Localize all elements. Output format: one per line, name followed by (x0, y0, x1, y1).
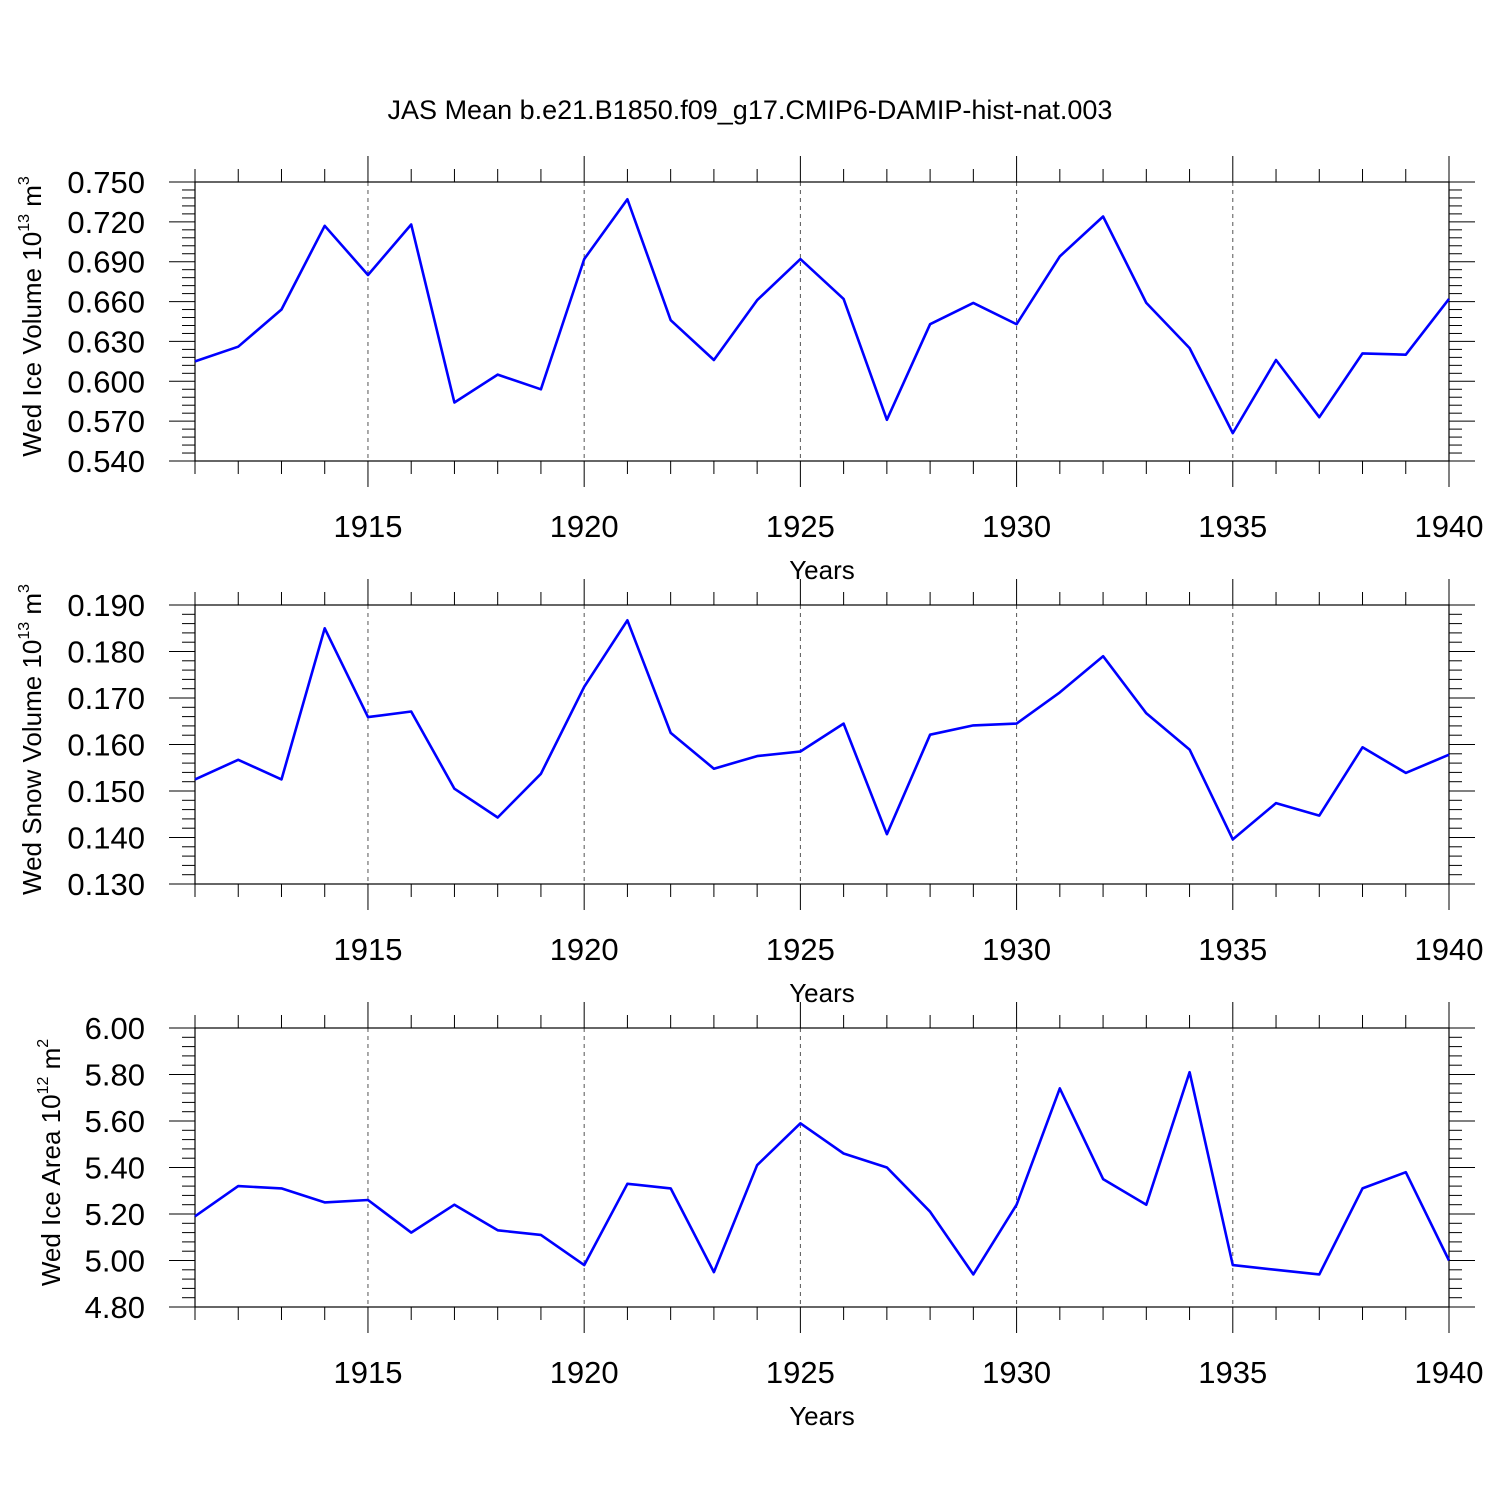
x-tick-label: 1930 (982, 932, 1051, 967)
y-tick-label: 0.140 (67, 821, 145, 856)
x-tick-label: 1920 (550, 932, 619, 967)
x-tick-label: 1925 (766, 932, 835, 967)
panel-1: 0.540 0.570 0.600 0.630 0.660 0.690 0.720 0.750… (16, 156, 1483, 585)
x-tick-label: 1915 (333, 509, 402, 544)
y-axis-title: Wed Ice Volume 1013 m3 (16, 176, 47, 457)
y-tick-label: 0.190 (67, 588, 145, 623)
plot-frame (194, 181, 1450, 462)
y-tick-label: 0.600 (67, 364, 145, 399)
y-tick-label: 6.00 (85, 1011, 145, 1046)
y-tick-label: 5.60 (85, 1104, 145, 1139)
x-axis-title: Years (789, 555, 855, 585)
y-tick-label: 4.80 (85, 1290, 145, 1325)
y-tick-label: 0.160 (67, 728, 145, 763)
y-tick-label: 0.150 (67, 774, 145, 809)
panel-3: 4.80 5.00 5.20 5.40 5.60 5.80 6.00 1915 1920 1925… (35, 1002, 1483, 1431)
x-tick-label: 1930 (982, 509, 1051, 544)
y-tick-label: 0.720 (67, 205, 145, 240)
y-tick-label: 5.40 (85, 1151, 145, 1186)
y-tick-label: 5.80 (85, 1058, 145, 1093)
x-tick-label: 1915 (333, 1355, 402, 1390)
plot-frame (194, 604, 1450, 885)
y-tick-label: 0.660 (67, 285, 145, 320)
x-tick-label: 1925 (766, 509, 835, 544)
y-tick-label: 5.20 (85, 1197, 145, 1232)
x-axis-title: Years (789, 978, 855, 1008)
x-tick-label: 1940 (1415, 1355, 1484, 1390)
y-axis-title: Wed Ice Area 1012 m2 (35, 1039, 66, 1286)
y-tick-label: 0.180 (67, 635, 145, 670)
x-tick-label: 1915 (333, 932, 402, 967)
x-tick-label: 1930 (982, 1355, 1051, 1390)
series-line (194, 1070, 1451, 1276)
plot-frame (194, 1027, 1450, 1308)
x-tick-label: 1935 (1198, 1355, 1267, 1390)
x-tick-label: 1920 (550, 1355, 619, 1390)
chart-panels: 0.540 0.570 0.600 0.630 0.660 0.690 0.720 0.750… (16, 156, 1483, 1431)
y-tick-label: 0.630 (67, 324, 145, 359)
panel-2: 0.130 0.140 0.150 0.160 0.170 0.180 0.190 1915 1… (16, 579, 1483, 1008)
y-tick-label: 0.570 (67, 404, 145, 439)
x-tick-label: 1925 (766, 1355, 835, 1390)
x-axis-title: Years (789, 1401, 855, 1431)
y-tick-label: 0.130 (67, 867, 145, 902)
y-tick-label: 0.540 (67, 444, 145, 479)
series-line (194, 198, 1451, 435)
y-tick-label: 0.690 (67, 245, 145, 280)
x-tick-label: 1940 (1415, 509, 1484, 544)
x-tick-label: 1940 (1415, 932, 1484, 967)
y-tick-label: 0.170 (67, 681, 145, 716)
y-axis-title: Wed Snow Volume 1013 m3 (16, 584, 47, 895)
x-tick-label: 1935 (1198, 932, 1267, 967)
y-tick-label: 0.750 (67, 165, 145, 200)
x-tick-label: 1920 (550, 509, 619, 544)
series-line (194, 618, 1450, 841)
chart-title: JAS Mean b.e21.B1850.f09_g17.CMIP6-DAMIP… (388, 95, 1113, 125)
x-tick-label: 1935 (1198, 509, 1267, 544)
y-tick-label: 5.00 (85, 1244, 145, 1279)
